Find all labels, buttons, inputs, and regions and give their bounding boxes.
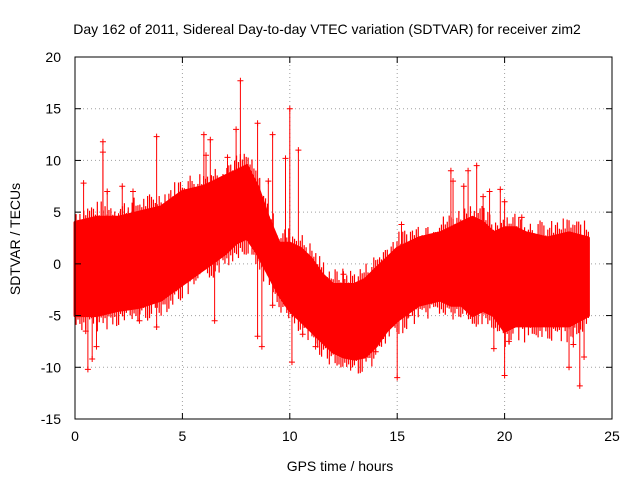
x-tick-label: 10 (282, 428, 298, 444)
y-tick-label: 0 (53, 256, 61, 272)
y-tick-label: -10 (41, 359, 61, 375)
x-tick-label: 25 (604, 428, 620, 444)
y-axis-title: SDTVAR / TECUs (7, 183, 23, 295)
x-tick-label: 15 (389, 428, 405, 444)
x-tick-label: 0 (71, 428, 79, 444)
y-tick-label: -5 (49, 308, 62, 324)
y-tick-label: 20 (45, 49, 61, 65)
y-tick-label: 10 (45, 152, 61, 168)
data-series (73, 77, 590, 389)
y-tick-label: 5 (53, 204, 61, 220)
x-tick-label: 5 (179, 428, 187, 444)
plot-frame (74, 56, 613, 420)
chart-title: Day 162 of 2011, Sidereal Day-to-day VTE… (73, 21, 581, 37)
x-tick-label: 20 (497, 428, 513, 444)
y-tick-label: -15 (41, 411, 61, 427)
x-axis-title: GPS time / hours (287, 458, 394, 474)
y-tick-label: 15 (45, 101, 61, 117)
axis-ticks: 0 5 10 15 20 25 -15 -10 -5 0 5 10 15 20 (41, 49, 620, 444)
